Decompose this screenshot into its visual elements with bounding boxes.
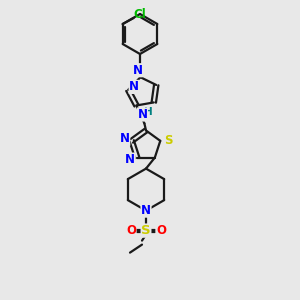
Text: H: H	[144, 107, 153, 118]
Text: N: N	[129, 80, 139, 93]
Text: N: N	[137, 108, 147, 121]
Text: Cl: Cl	[133, 8, 146, 22]
Text: S: S	[141, 224, 151, 237]
Text: S: S	[164, 134, 172, 147]
Text: O: O	[156, 224, 166, 237]
Text: N: N	[132, 64, 142, 77]
Text: N: N	[120, 132, 130, 145]
Text: O: O	[126, 224, 136, 237]
Text: N: N	[125, 153, 135, 166]
Text: N: N	[141, 204, 151, 217]
